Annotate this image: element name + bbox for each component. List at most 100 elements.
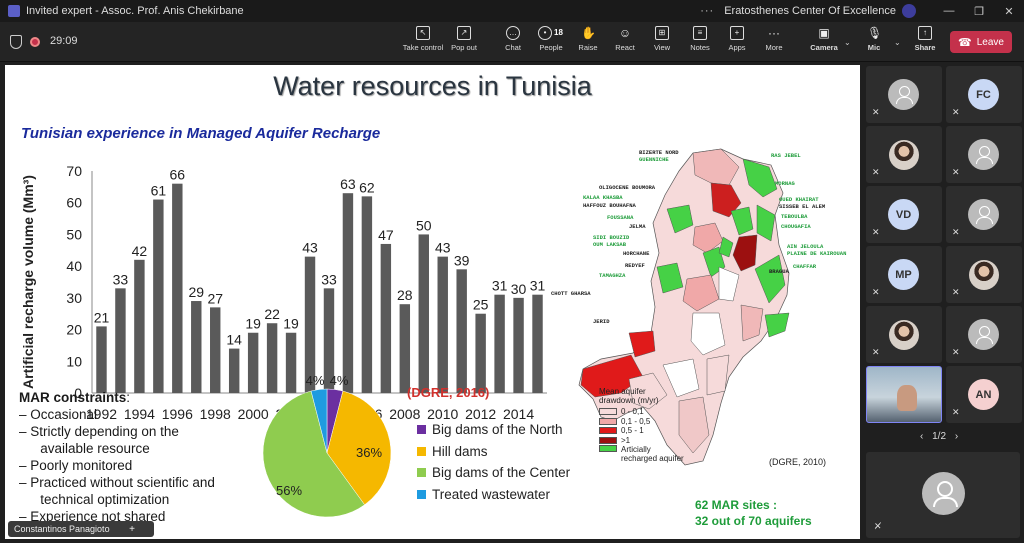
- chevron-left-icon[interactable]: ‹: [920, 431, 924, 442]
- bar-value-label: 29: [188, 284, 204, 300]
- bar-2002: [285, 332, 297, 393]
- map-label: TEBOULBA: [781, 213, 808, 220]
- map-label: OUM LAKSAB: [593, 241, 627, 248]
- map-label: RAS JEBEL: [771, 152, 801, 159]
- notes-icon: ≡: [693, 26, 707, 40]
- participant-tile-large[interactable]: ✕̸: [866, 452, 1020, 538]
- participant-tile[interactable]: AN ✕: [946, 366, 1022, 423]
- participant-tile[interactable]: ✕: [866, 126, 942, 183]
- avatar: MP: [888, 259, 919, 290]
- map-legend-item: 0,1 - 0,5: [599, 417, 687, 427]
- chat-icon: …: [506, 26, 520, 40]
- shield-icon[interactable]: [10, 35, 22, 49]
- avatar: VD: [888, 199, 919, 230]
- take-control-button[interactable]: ↖ Take control: [401, 26, 445, 58]
- pie-slice-big-dams-of-the-center: [262, 390, 365, 518]
- mic-options-chevron-icon[interactable]: ⌄: [894, 38, 901, 47]
- raise-hand-button[interactable]: ✋ Raise: [576, 26, 600, 58]
- map-label: CHAFFAR: [793, 263, 817, 270]
- participant-tile[interactable]: ✕: [946, 186, 1022, 243]
- map-legend: Mean aquifer drawdown (m/yr) 0 - 0,1 0,1…: [599, 387, 687, 463]
- hand-icon: ✋: [581, 26, 596, 40]
- bar-value-label: 62: [359, 179, 375, 195]
- chevron-right-icon[interactable]: ›: [954, 431, 959, 442]
- take-control-icon: ↖: [416, 26, 430, 40]
- mic-button[interactable]: 🎙 Mic: [864, 26, 884, 58]
- y-tick-label: 0: [74, 385, 82, 401]
- bar-1993: [115, 288, 126, 393]
- apps-button[interactable]: + Apps: [726, 26, 748, 58]
- participant-tile[interactable]: MP ✕: [866, 246, 942, 303]
- x-tick-label: 1998: [200, 406, 231, 422]
- pop-out-label: Pop out: [451, 43, 477, 52]
- pop-out-button[interactable]: ↗ Pop out: [449, 26, 479, 58]
- map-label: BRAGUA: [769, 268, 790, 275]
- x-tick-label: 1992: [86, 406, 117, 422]
- participant-tile[interactable]: ✕: [946, 306, 1022, 363]
- bar-value-label: 33: [321, 271, 337, 287]
- pie-value-label: 56%: [276, 483, 302, 498]
- participant-tile[interactable]: ✕: [866, 66, 942, 123]
- mar-sites-summary: 62 MAR sites : 32 out of 70 aquifers: [695, 497, 812, 529]
- participant-tile[interactable]: VD ✕: [866, 186, 942, 243]
- bar-2015: [532, 294, 543, 393]
- more-button[interactable]: ··· More: [762, 26, 786, 58]
- bar-value-label: 25: [473, 297, 489, 313]
- avatar: [969, 260, 999, 290]
- bar-value-label: 28: [397, 287, 413, 303]
- view-button[interactable]: ⊞ View: [650, 26, 674, 58]
- mic-muted-icon: ✕: [872, 167, 880, 177]
- leave-button[interactable]: ☎ Leave: [950, 31, 1012, 53]
- bar-2010: [437, 256, 448, 393]
- participant-tile[interactable]: ✕: [946, 246, 1022, 303]
- y-tick-label: 40: [66, 258, 82, 274]
- gallery-pager: ‹ 1/2 ›: [920, 431, 958, 442]
- participant-tile[interactable]: ✕: [866, 306, 942, 363]
- camera-button[interactable]: ▣ Camera: [810, 26, 838, 58]
- people-icon: •: [538, 26, 552, 40]
- map-label: SIDI BOUZID: [593, 234, 630, 241]
- x-tick-label: 2000: [238, 406, 269, 422]
- avatar-icon: [888, 79, 919, 110]
- add-participant-button[interactable]: +: [110, 521, 154, 537]
- maximize-button[interactable]: ❐: [974, 5, 984, 18]
- people-button[interactable]: • 18 People: [536, 26, 566, 58]
- account-avatar[interactable]: [902, 4, 916, 18]
- close-button[interactable]: ✕: [1004, 5, 1014, 18]
- react-button[interactable]: ☺ React: [612, 26, 638, 58]
- mar-constraint-item: technical optimization: [29, 492, 170, 507]
- legend-swatch: [417, 468, 426, 478]
- map-label: KALAA KHASBA: [583, 194, 623, 201]
- x-tick-label: 2010: [427, 406, 458, 422]
- window-title: Invited expert - Assoc. Prof. Anis Cheki…: [26, 5, 244, 17]
- smiley-icon: ☺: [618, 26, 632, 40]
- share-button[interactable]: ↑ Share: [912, 26, 938, 58]
- avatar-icon: [968, 139, 999, 170]
- bar-value-label: 19: [245, 316, 261, 332]
- recording-icon[interactable]: [30, 37, 40, 47]
- organization-name[interactable]: Eratosthenes Center Of Excellence: [724, 5, 896, 17]
- chat-button[interactable]: … Chat: [500, 26, 526, 58]
- map-label: HAFFOUZ BOUHAFNA: [583, 202, 637, 209]
- apps-icon: +: [730, 26, 744, 40]
- bar-2013: [494, 294, 505, 393]
- notes-button[interactable]: ≡ Notes: [688, 26, 712, 58]
- more-options-icon[interactable]: ···: [700, 5, 715, 17]
- people-count: 18: [554, 28, 563, 37]
- bar-2011: [456, 269, 467, 393]
- legend-label: Treated wastewater: [432, 486, 551, 502]
- mar-constraints-title: MAR constraints: [19, 390, 127, 405]
- bar-value-label: 33: [113, 271, 129, 287]
- bar-1997: [191, 301, 202, 393]
- mar-sites-line: 62 MAR sites :: [695, 498, 778, 512]
- camera-options-chevron-icon[interactable]: ⌄: [844, 38, 851, 47]
- participant-tile[interactable]: ✕: [946, 126, 1022, 183]
- participant-tile[interactable]: FC ✕: [946, 66, 1022, 123]
- bar-value-label: 43: [302, 240, 318, 256]
- bar-2006: [361, 196, 373, 393]
- minimize-button[interactable]: —: [943, 5, 955, 17]
- legend-swatch: [417, 489, 426, 499]
- avatar: AN: [968, 379, 999, 410]
- y-tick-label: 30: [66, 290, 82, 306]
- participant-tile[interactable]: [866, 366, 942, 423]
